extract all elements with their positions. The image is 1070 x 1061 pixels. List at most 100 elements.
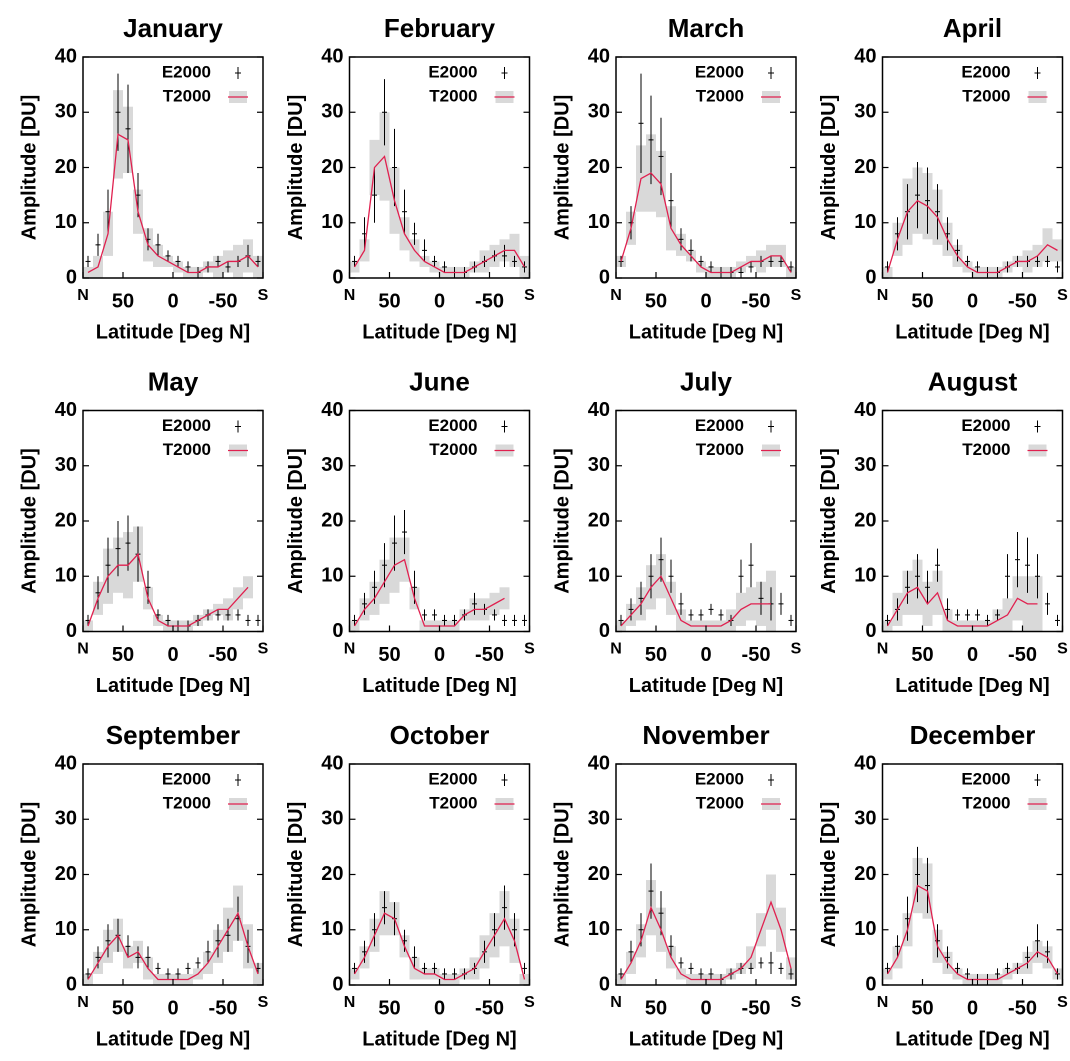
y-tick-label: 40 xyxy=(321,752,343,774)
x-tick-label: 0 xyxy=(167,997,178,1019)
x-axis-label: Latitude [Deg N] xyxy=(629,675,783,697)
x-tick-label: N xyxy=(344,994,356,1011)
y-axis-label: Amplitude [DU] xyxy=(551,95,573,241)
x-axis-label: Latitude [Deg N] xyxy=(96,675,250,697)
x-axis-label: Latitude [Deg N] xyxy=(629,1028,783,1050)
y-tick-label: 20 xyxy=(321,509,343,531)
y-tick-label: 40 xyxy=(321,399,343,421)
x-tick-label: 50 xyxy=(645,290,667,312)
x-axis-label: Latitude [Deg N] xyxy=(362,1028,516,1050)
x-tick-label: N xyxy=(77,994,89,1011)
x-tick-label: S xyxy=(791,641,802,658)
y-tick-label: 0 xyxy=(332,620,343,642)
y-axis-label: Amplitude [DU] xyxy=(18,802,40,948)
x-tick-label: S xyxy=(258,287,269,304)
x-tick-label: 50 xyxy=(112,644,134,666)
model-line xyxy=(620,575,771,627)
x-tick-label: 0 xyxy=(167,290,178,312)
y-tick-label: 0 xyxy=(865,266,876,288)
y-tick-label: 40 xyxy=(588,45,610,67)
x-tick-label: 0 xyxy=(167,644,178,666)
x-tick-label: -50 xyxy=(1008,290,1037,312)
legend-label: T2000 xyxy=(163,86,211,105)
x-axis-label: Latitude [Deg N] xyxy=(362,321,516,343)
x-tick-label: N xyxy=(610,641,622,658)
x-tick-label: 50 xyxy=(378,290,400,312)
y-axis-label: Amplitude [DU] xyxy=(818,95,840,241)
y-tick-label: 10 xyxy=(588,211,610,233)
x-tick-label: 50 xyxy=(911,997,933,1019)
y-tick-label: 10 xyxy=(854,565,876,587)
panel-title: May xyxy=(148,366,199,396)
y-tick-label: 40 xyxy=(321,45,343,67)
x-tick-label: 50 xyxy=(645,997,667,1019)
x-tick-label: 0 xyxy=(700,290,711,312)
x-tick-label: N xyxy=(610,994,622,1011)
x-tick-label: N xyxy=(877,994,889,1011)
y-tick-label: 0 xyxy=(66,620,77,642)
y-tick-label: 30 xyxy=(854,808,876,830)
y-tick-label: 10 xyxy=(854,211,876,233)
x-tick-label: -50 xyxy=(209,997,238,1019)
panel-title: February xyxy=(384,13,496,43)
model-line xyxy=(87,133,259,274)
y-tick-label: 20 xyxy=(55,156,77,178)
legend-label: E2000 xyxy=(162,62,211,81)
x-axis-label: Latitude [Deg N] xyxy=(96,321,250,343)
legend-label: E2000 xyxy=(428,62,477,81)
model-line xyxy=(886,199,1058,274)
x-tick-label: -50 xyxy=(209,290,238,312)
y-tick-label: 30 xyxy=(55,808,77,830)
y-axis-label: Amplitude [DU] xyxy=(818,448,840,594)
model-line xyxy=(886,586,1038,627)
panel-title: June xyxy=(409,366,470,396)
legend-label: E2000 xyxy=(695,416,744,435)
x-tick-label: N xyxy=(77,287,89,304)
legend-label: T2000 xyxy=(696,440,744,459)
y-tick-label: 40 xyxy=(55,45,77,67)
legend-label: T2000 xyxy=(429,793,477,812)
model-line xyxy=(87,552,249,627)
y-axis-label: Amplitude [DU] xyxy=(285,802,307,948)
y-tick-label: 0 xyxy=(66,266,77,288)
y-tick-label: 40 xyxy=(588,399,610,421)
legend-label: E2000 xyxy=(961,62,1010,81)
x-tick-label: -50 xyxy=(742,290,771,312)
x-tick-label: N xyxy=(344,287,356,304)
x-tick-label: -50 xyxy=(475,644,504,666)
y-tick-label: 10 xyxy=(55,918,77,940)
y-tick-label: 30 xyxy=(588,808,610,830)
panel-title: July xyxy=(680,366,733,396)
y-tick-label: 0 xyxy=(332,973,343,995)
y-tick-label: 30 xyxy=(321,454,343,476)
x-tick-label: 50 xyxy=(378,997,400,1019)
x-tick-label: 50 xyxy=(911,290,933,312)
model-line xyxy=(353,558,505,627)
y-tick-label: 20 xyxy=(55,863,77,885)
y-tick-label: 30 xyxy=(55,101,77,123)
x-tick-label: 0 xyxy=(434,290,445,312)
y-tick-label: 40 xyxy=(55,752,77,774)
y-tick-label: 10 xyxy=(321,565,343,587)
legend-label: E2000 xyxy=(961,769,1010,788)
y-tick-label: 0 xyxy=(599,266,610,288)
model-line xyxy=(620,172,792,274)
y-tick-label: 0 xyxy=(865,973,876,995)
y-tick-label: 20 xyxy=(854,863,876,885)
y-tick-label: 30 xyxy=(854,101,876,123)
y-tick-label: 0 xyxy=(66,973,77,995)
legend-label: E2000 xyxy=(961,416,1010,435)
x-tick-label: N xyxy=(344,641,356,658)
y-tick-label: 10 xyxy=(588,918,610,940)
x-tick-label: S xyxy=(524,287,535,304)
legend-label: T2000 xyxy=(429,440,477,459)
legend-label: T2000 xyxy=(429,86,477,105)
x-tick-label: 50 xyxy=(911,644,933,666)
y-axis-label: Amplitude [DU] xyxy=(18,448,40,594)
y-tick-label: 0 xyxy=(865,620,876,642)
model-line xyxy=(353,155,526,274)
y-tick-label: 30 xyxy=(321,808,343,830)
x-axis-label: Latitude [Deg N] xyxy=(96,1028,250,1050)
model-line xyxy=(353,912,526,981)
